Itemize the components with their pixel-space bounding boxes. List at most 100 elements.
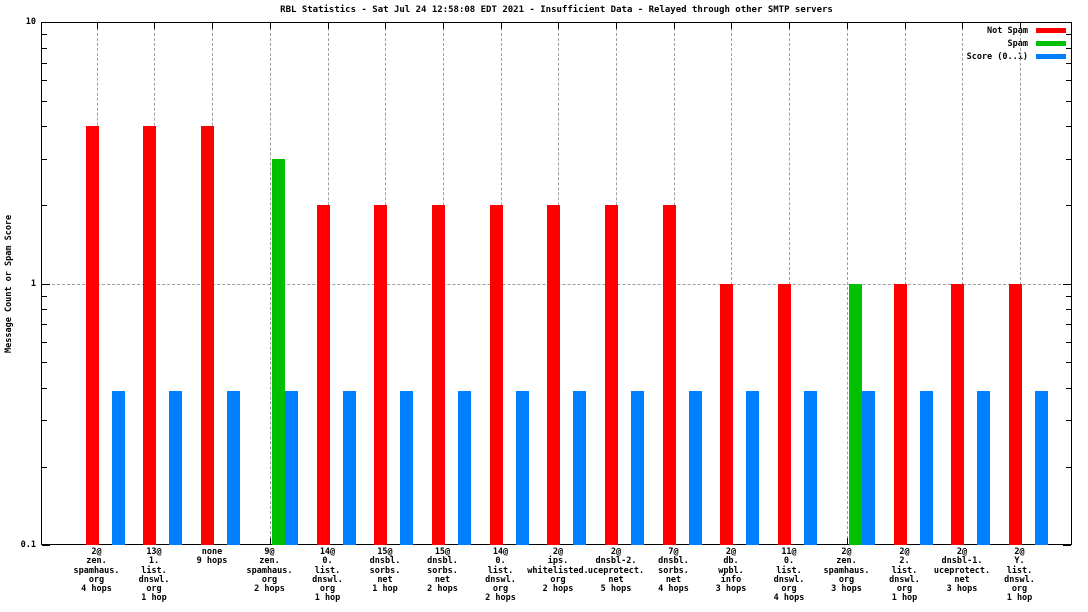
- bar-spam: [848, 283, 862, 545]
- y-tick-minor-right: [1066, 362, 1071, 363]
- x-axis-label: 2@ Y. list. dnswl. org 1 hop: [1004, 547, 1035, 604]
- x-axis-label: 2@ db. wpbl. info 3 hops: [715, 547, 747, 595]
- bar-not-spam: [431, 205, 445, 545]
- x-tick-top: [673, 23, 675, 29]
- bar-not-spam: [720, 283, 733, 545]
- x-axis-label: 14@ 0. list. dnswl. org 2 hops: [485, 547, 516, 604]
- bar-score: [573, 390, 586, 545]
- legend-swatch: [1036, 28, 1066, 33]
- y-tick-minor-right: [1066, 62, 1071, 64]
- x-tick-top: [904, 23, 906, 29]
- x-tick-top: [385, 23, 386, 29]
- y-tick-minor-left: [42, 80, 47, 81]
- bar-spam: [271, 158, 285, 545]
- bar-score: [919, 390, 933, 545]
- x-axis-label: none 9 hops: [196, 547, 228, 567]
- x-tick-top: [558, 23, 559, 29]
- bar-not-spam: [893, 283, 907, 545]
- y-tick-minor-left: [42, 295, 47, 297]
- x-axis-label: 2@ dnsbl-2. uceprotect. net 5 hops: [587, 547, 645, 595]
- bar-score: [111, 390, 125, 545]
- bar-score: [977, 390, 990, 545]
- x-tick-top: [96, 23, 98, 29]
- x-tick-top: [616, 23, 617, 29]
- y-tick-minor-left: [42, 47, 47, 49]
- y-tick-minor-right: [1066, 126, 1071, 127]
- x-axis-label: 15@ dnsbl. sorbs. net 2 hops: [427, 547, 458, 595]
- bar-score: [227, 390, 240, 545]
- x-axis-label: 2@ ips. whitelisted. org 2 hops: [527, 547, 589, 595]
- bar-score: [746, 390, 759, 545]
- bar-score: [284, 390, 298, 545]
- bar-not-spam: [489, 205, 503, 545]
- bar-not-spam: [547, 205, 560, 545]
- x-axis-label: 11@ 0. list. dnswl. org 4 hops: [773, 547, 805, 604]
- x-tick-top: [789, 23, 790, 29]
- legend-swatch: [1036, 41, 1066, 46]
- legend-label: Score (0..1): [966, 51, 1028, 62]
- y-tick-minor-left: [42, 309, 47, 310]
- x-tick-top: [327, 23, 329, 29]
- legend-swatch: [1036, 54, 1066, 59]
- x-axis-label: 2@ dnsbl-1. uceprotect. net 3 hops: [933, 547, 991, 595]
- y-tick-minor-right: [1066, 34, 1071, 35]
- y-tick-minor-right: [1066, 387, 1071, 389]
- x-tick-bottom: [269, 538, 271, 544]
- y-tick-minor-right: [1066, 420, 1071, 421]
- x-tick-top: [154, 23, 155, 29]
- legend: Not Spam Spam Score (0..1): [967, 24, 1066, 63]
- y-tick-minor-left: [42, 362, 47, 363]
- bar-score: [861, 390, 875, 545]
- bar-not-spam: [143, 126, 156, 545]
- legend-label: Spam: [1007, 38, 1028, 49]
- y-tick-minor-right: [1066, 205, 1071, 206]
- bar-score: [457, 390, 471, 545]
- x-tick-top: [269, 23, 271, 29]
- y-tick-major-right: [1063, 22, 1071, 23]
- x-axis-label: 14@ 0. list. dnswl. org 1 hop: [312, 547, 343, 604]
- x-axis-label: 15@ dnsbl. sorbs. net 1 hop: [369, 547, 401, 595]
- bar-not-spam: [951, 283, 964, 545]
- y-tick-minor-left: [42, 205, 47, 206]
- bar-score: [169, 390, 182, 545]
- y-tick-minor-left: [42, 324, 47, 325]
- bar-not-spam: [1008, 283, 1022, 545]
- bar-score: [400, 390, 413, 545]
- x-tick-top: [1019, 23, 1021, 29]
- x-tick-top: [442, 23, 444, 29]
- y-tick-minor-left: [42, 62, 47, 64]
- x-axis-label: 2@ zen. spamhaus. org 4 hops: [73, 547, 120, 595]
- y-tick-minor-left: [42, 341, 47, 343]
- x-tick-bottom: [846, 538, 848, 544]
- x-axis-label: 7@ dnsbl. sorbs. net 4 hops: [658, 547, 689, 595]
- y-tick-minor-left: [42, 420, 47, 421]
- y-tick-minor-left: [42, 466, 47, 468]
- x-axis-label: 13@ 1. list. dnswl. org 1 hop: [138, 547, 170, 604]
- bar-not-spam: [374, 205, 387, 545]
- y-tick-minor-right: [1066, 80, 1071, 81]
- bar-score: [631, 390, 644, 545]
- y-tick-label: 1: [30, 278, 36, 289]
- x-tick-top: [212, 23, 213, 29]
- legend-label: Not Spam: [987, 25, 1028, 36]
- y-tick-minor-right: [1066, 309, 1071, 310]
- y-tick-minor-right: [1066, 47, 1071, 49]
- y-tick-major-left: [42, 283, 50, 285]
- bar-score: [688, 390, 702, 545]
- bar-score: [515, 390, 529, 545]
- legend-item: Score (0..1): [967, 50, 1066, 63]
- bar-not-spam: [316, 205, 330, 545]
- y-tick-major-right: [1063, 283, 1071, 285]
- x-tick-top: [731, 23, 732, 29]
- y-tick-minor-left: [42, 126, 47, 127]
- y-tick-major-right: [1063, 545, 1071, 546]
- y-tick-label: 10: [25, 17, 36, 27]
- legend-item: Spam: [967, 37, 1066, 50]
- y-tick-minor-right: [1066, 324, 1071, 325]
- bar-not-spam: [85, 126, 99, 545]
- bar-not-spam: [662, 205, 676, 545]
- x-tick-top: [846, 23, 848, 29]
- bar-not-spam: [201, 126, 214, 545]
- y-tick-major-left: [42, 22, 50, 23]
- y-tick-minor-right: [1066, 295, 1071, 297]
